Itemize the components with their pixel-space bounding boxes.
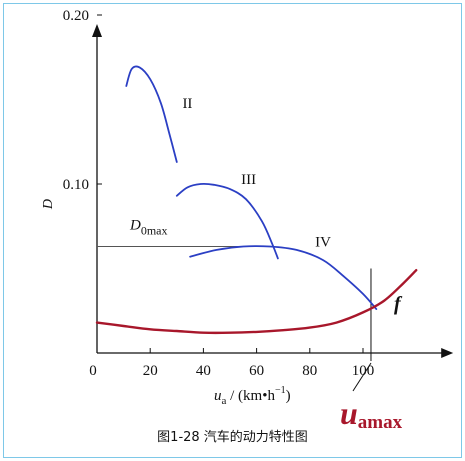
- x-tick-label: 100: [352, 363, 375, 379]
- figure-caption: 图1-28 汽车的动力特性图: [157, 430, 308, 445]
- x-axis-label-subscript: a: [222, 395, 227, 407]
- x-axis-label: ua / (km•h−1): [214, 385, 291, 407]
- x-tick-label: 80: [302, 363, 317, 379]
- x-axis-label-close: ): [286, 388, 291, 404]
- uamax-label: uamax: [340, 395, 403, 433]
- axes: [92, 24, 454, 358]
- d0max-label: D0max: [129, 218, 168, 238]
- x-axis-label-symbol: u: [214, 388, 222, 404]
- x-tick-label: 0: [89, 363, 97, 379]
- series-line-gear-II: [125, 65, 178, 163]
- gear-label-II: II: [182, 96, 192, 112]
- curves: [95, 65, 418, 335]
- uamax-leader-line: [352, 362, 372, 392]
- labels: Dua / (km•h−1)IIIIIIIVDⅠmaxD0maxfuamax: [41, 96, 403, 433]
- y-axis-arrow: [92, 24, 102, 37]
- x-axis-label-exponent: −1: [275, 385, 286, 396]
- x-axis-arrow: [441, 348, 454, 358]
- x-tick-label: 40: [196, 363, 211, 379]
- gear-label-IV: IV: [315, 235, 331, 251]
- x-tick-label: 20: [143, 363, 158, 379]
- x-axis-label-unit: / (km•h: [226, 388, 275, 404]
- uamax-label-symbol: u: [340, 395, 358, 431]
- y-tick-label: 0.10: [63, 177, 89, 193]
- reference-lines: [97, 246, 372, 392]
- gear-label-III: III: [241, 172, 256, 188]
- series-line-gear-IV: [189, 245, 378, 310]
- f-curve-label: f: [394, 293, 403, 315]
- series-line-f: [95, 269, 418, 335]
- x-tick-label: 60: [249, 363, 264, 379]
- uamax-label-subscript: amax: [358, 412, 403, 433]
- d0max-label-symbol: D: [129, 218, 141, 234]
- series-line-gear-III: [175, 182, 279, 260]
- y-tick-label: 0.20: [63, 8, 89, 24]
- y-axis-label: D: [41, 199, 56, 210]
- d0max-label-subscript: 0max: [141, 224, 168, 238]
